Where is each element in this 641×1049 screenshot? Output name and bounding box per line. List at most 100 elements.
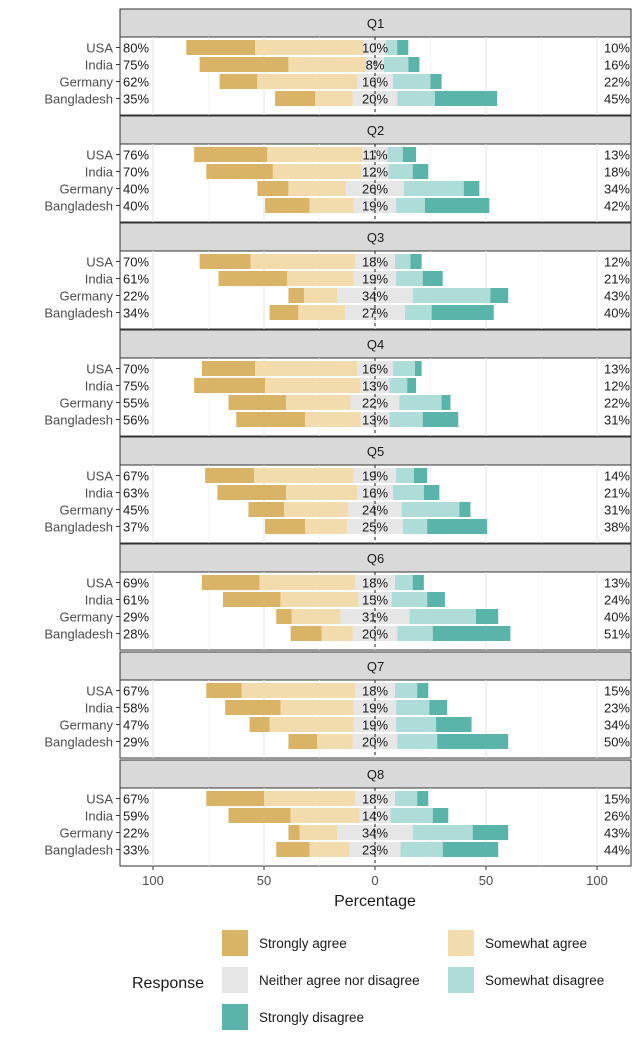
neutral-percent-label: 10% (362, 41, 388, 56)
agree-percent-label: 59% (123, 809, 149, 824)
bar-sa-bangladesh (269, 305, 299, 320)
bar-sa-bangladesh (290, 626, 322, 641)
bar-wd-india (391, 592, 428, 607)
bar-sd-germany (472, 825, 509, 840)
bar-sd-germany (476, 609, 499, 624)
bar-wa-germany (288, 181, 347, 196)
agree-percent-label: 34% (123, 306, 149, 321)
bar-wa-germany (291, 609, 341, 624)
bar-n-usa (355, 791, 395, 806)
disagree-percent-label: 40% (604, 306, 630, 321)
bar-wd-usa (394, 254, 411, 269)
bar-sd-germany (441, 395, 451, 410)
disagree-percent-label: 12% (604, 379, 630, 394)
agree-percent-label: 58% (123, 701, 149, 716)
neutral-percent-label: 8% (366, 58, 385, 73)
bar-sa-usa (199, 254, 251, 269)
disagree-percent-label: 23% (604, 701, 630, 716)
neutral-percent-label: 18% (362, 576, 388, 591)
agree-percent-label: 29% (123, 610, 149, 625)
bar-sa-germany (288, 288, 304, 303)
bar-sa-india (218, 271, 288, 286)
legend: Response Strongly agree Somewhat agree Neit… (132, 930, 604, 1030)
bar-sd-india (407, 378, 417, 393)
bar-wd-bangladesh (402, 519, 428, 534)
bar-n-usa (362, 147, 388, 162)
legend-label-sd: Strongly disagree (259, 1010, 364, 1025)
bar-sa-usa (201, 361, 256, 376)
bar-sa-usa (206, 791, 264, 806)
disagree-percent-label: 18% (604, 165, 630, 180)
bar-sa-india (217, 485, 287, 500)
legend-label-n: Neither agree nor disagree (259, 973, 420, 988)
facet-strip (119, 651, 632, 681)
neutral-percent-label: 14% (362, 809, 388, 824)
bar-wa-germany (286, 395, 351, 410)
facet-strip (119, 8, 632, 38)
agree-percent-label: 61% (123, 272, 149, 287)
bar-wa-bangladesh (298, 305, 346, 320)
category-label: Germany (60, 75, 114, 90)
disagree-percent-label: 38% (604, 520, 630, 535)
bar-wd-bangladesh (397, 734, 438, 749)
disagree-percent-label: 43% (604, 289, 630, 304)
legend-swatch-wd (448, 967, 474, 993)
disagree-percent-label: 42% (604, 199, 630, 214)
category-label: Germany (60, 610, 114, 625)
bar-wa-india (287, 271, 354, 286)
bar-sa-india (194, 378, 266, 393)
disagree-percent-label: 43% (604, 826, 630, 841)
bar-wd-bangladesh (400, 842, 443, 857)
bar-wa-usa (250, 254, 356, 269)
bar-sa-bangladesh (265, 519, 306, 534)
bar-sa-india (199, 57, 289, 72)
bar-sd-germany (459, 502, 471, 517)
category-label: Bangladesh (44, 92, 113, 107)
bar-sa-germany (228, 395, 287, 410)
facet-title: Q6 (367, 551, 384, 566)
agree-percent-label: 67% (123, 792, 149, 807)
bar-wd-bangladesh (397, 626, 433, 641)
x-tick-label: 50 (479, 873, 493, 888)
bar-wa-usa (259, 575, 356, 590)
disagree-percent-label: 16% (604, 58, 630, 73)
bar-sd-bangladesh (437, 734, 509, 749)
bar-n-usa (355, 683, 395, 698)
bar-sd-india (422, 271, 443, 286)
bar-sd-usa (417, 791, 429, 806)
neutral-percent-label: 19% (362, 701, 388, 716)
agree-percent-label: 28% (123, 627, 149, 642)
disagree-percent-label: 44% (604, 843, 630, 858)
bar-wa-bangladesh (315, 91, 353, 106)
bar-sd-usa (402, 147, 417, 162)
bar-sa-germany (257, 181, 289, 196)
agree-percent-label: 33% (123, 843, 149, 858)
x-tick-label: 100 (142, 873, 164, 888)
disagree-percent-label: 34% (604, 718, 630, 733)
bar-wa-usa (254, 468, 354, 483)
neutral-percent-label: 18% (362, 684, 388, 699)
agree-percent-label: 22% (123, 289, 149, 304)
bar-sd-bangladesh (424, 198, 490, 213)
disagree-percent-label: 15% (604, 792, 630, 807)
bar-wd-india (392, 485, 424, 500)
category-label: Bangladesh (44, 520, 113, 535)
category-label: India (85, 272, 114, 287)
disagree-percent-label: 21% (604, 272, 630, 287)
bar-wd-germany (409, 609, 477, 624)
disagree-percent-label: 51% (604, 627, 630, 642)
category-label: Germany (60, 503, 114, 518)
bar-wd-india (389, 378, 408, 393)
x-tick-label: 0 (371, 873, 378, 888)
disagree-percent-label: 10% (604, 41, 630, 56)
bar-wd-germany (399, 395, 442, 410)
bar-wd-usa (386, 40, 398, 55)
bar-wd-usa (394, 683, 418, 698)
bar-wa-india (288, 57, 367, 72)
legend-label-sa: Strongly agree (259, 936, 347, 951)
category-label: USA (86, 41, 113, 56)
facet-title: Q1 (367, 16, 384, 31)
